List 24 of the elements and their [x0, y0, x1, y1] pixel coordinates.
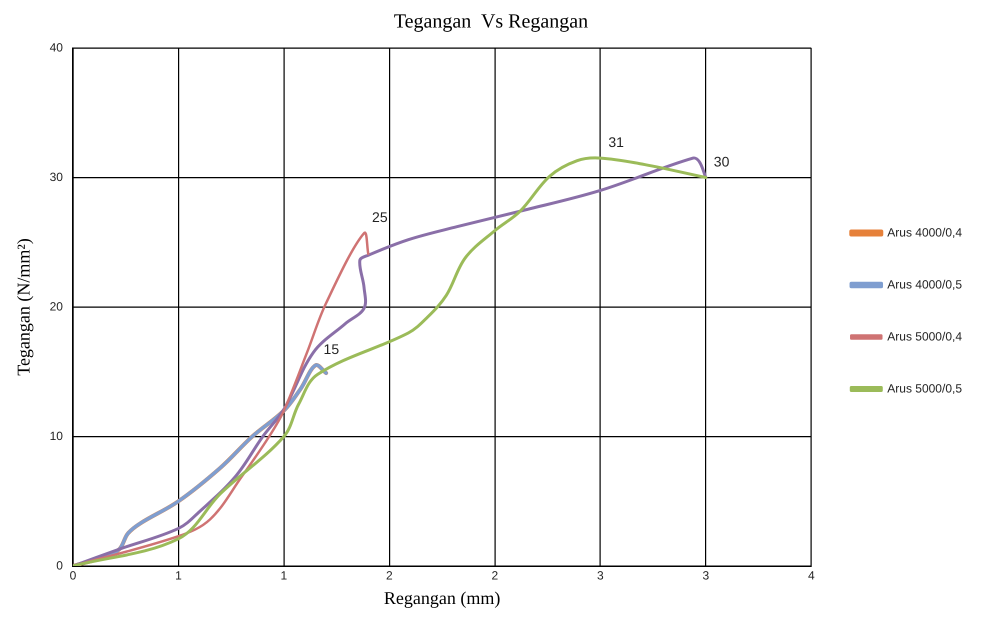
annotation: 31 [608, 134, 624, 150]
y-tick-label: 0 [56, 558, 64, 572]
x-tick-label: 2 [386, 568, 394, 583]
y-tick-label: 20 [50, 299, 64, 314]
y-tick-label: 30 [50, 170, 64, 184]
annotation: 30 [714, 153, 730, 170]
x-tick-label: 2 [492, 568, 499, 583]
x-tick-label: 1 [175, 568, 182, 583]
legend-label: Arus 5000/0,4 [887, 329, 962, 344]
legend-label: Arus 4000/0,5 [887, 277, 962, 292]
legend-label: Arus 4000/0,4 [887, 225, 962, 240]
annotation: 25 [372, 209, 388, 226]
x-tick-label: 3 [596, 568, 604, 583]
chart-title: Tegangan Vs Regangan [394, 10, 588, 32]
y-tick-label: 40 [50, 40, 64, 54]
x-axis-title: Regangan (mm) [384, 588, 500, 608]
x-tick-label: 1 [280, 568, 288, 583]
legend-label: Arus 5000/0,5 [887, 381, 962, 396]
x-tick-label: 0 [70, 568, 77, 583]
y-tick-label: 10 [50, 428, 64, 443]
annotation: 15 [324, 341, 340, 358]
x-tick-label: 4 [808, 568, 815, 583]
y-axis-title: Tegangan (N/mm²) [14, 238, 34, 376]
x-tick-label: 3 [702, 568, 710, 583]
